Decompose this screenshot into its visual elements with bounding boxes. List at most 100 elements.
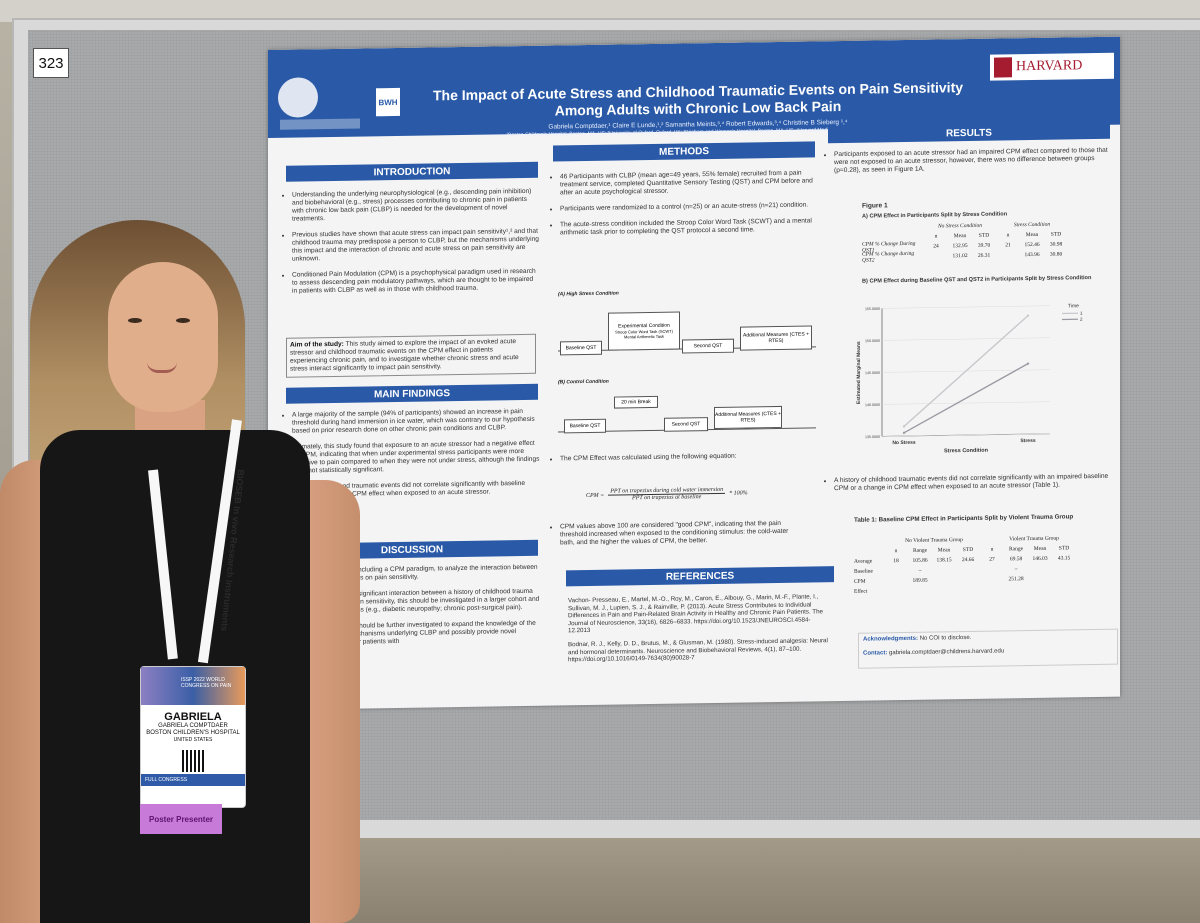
poster-presenter-ribbon: Poster Presenter (140, 804, 222, 834)
intro-bullet: Conditioned Pain Modulation (CPM) is a p… (292, 268, 540, 296)
flow-control-additional: Additional Measures (CTES + RTES) (714, 405, 782, 429)
flow-high-baseline: Baseline QST (560, 340, 602, 356)
table-cell: 26.31 (977, 252, 991, 259)
methods-bullet: Participants were randomized to a contro… (560, 201, 818, 213)
figure-a-table: No Stress Condition Stress Condition n M… (862, 219, 1068, 264)
acknowledgments: Acknowledgments: No COI to disclose. (863, 632, 1113, 644)
grid-line (882, 305, 1050, 309)
table-cell: 251.28 (1008, 576, 1024, 583)
row-label: CPM (854, 578, 866, 585)
introduction-heading: INTRODUCTION (286, 161, 538, 182)
chart-y-ticks: 155.0000 150.0000 145.0000 140.0000 135.0000 (865, 307, 880, 439)
footer-box: Acknowledgments: No COI to disclose. Con… (858, 628, 1118, 669)
table1-body: Average 18 105.86 138.15 24.66 27 69.58 146.03 4… (854, 553, 1084, 597)
col-header: Range (1008, 546, 1024, 553)
y-tick-label: 155.0000 (865, 307, 880, 311)
col-header: Mean (953, 233, 967, 240)
col-header: STD (978, 232, 990, 239)
y-tick-label: 135.0000 (865, 435, 880, 439)
col-header: STD (962, 546, 974, 554)
row-label: Average (854, 558, 873, 565)
table-cell: 69.58 (1009, 556, 1023, 563)
row-label: Effect (854, 588, 868, 595)
table-cell: 30.98 (1049, 241, 1063, 248)
table-cell: 43.15 (1057, 555, 1071, 562)
hospital-logo (278, 77, 318, 118)
contact-label: Contact: (863, 650, 888, 657)
poster-header: BWH The Impact of Acute Stress and Child… (268, 36, 1120, 138)
intro-bullet: Understanding the underlying neurophysio… (292, 188, 540, 224)
flow-control-baseline: Baseline QST (564, 418, 606, 434)
series-point (1026, 362, 1030, 365)
smile (147, 362, 177, 373)
col-header: n (894, 548, 898, 555)
equation-rhs: * 100% (729, 489, 748, 497)
col-header: n (990, 546, 994, 553)
qr-code-icon (182, 750, 204, 772)
grid-line (882, 337, 1050, 341)
board-number: 323 (33, 48, 69, 78)
flow-control-break: 20 min Break (614, 395, 658, 409)
left-eye (128, 318, 142, 323)
table-cell: 143.96 (1024, 251, 1040, 259)
x-tick-label: Stress (1020, 438, 1036, 444)
results-heading: RESULTS (828, 122, 1110, 144)
cpm-line-chart: 155.0000 150.0000 145.0000 140.0000 135.0000… (856, 303, 1083, 454)
figure-b-title: B) CPM Effect during Baseline QST and QS… (862, 275, 1092, 285)
table-cell: 131.02 (952, 253, 968, 260)
y-tick-label: 145.0000 (865, 371, 880, 375)
figure-label: Figure 1 (862, 202, 888, 210)
main-findings-heading: MAIN FINDINGS (286, 383, 538, 404)
col-header: Mean (1025, 231, 1039, 239)
aim-label: Aim of the study: (290, 340, 344, 349)
flow-high-second: Second QST (682, 338, 734, 354)
series-point (902, 425, 906, 428)
flow-high-experimental-detail: Stroop Color Word Task (SCWT) Mental Ari… (615, 328, 673, 340)
table-cell: 138.15 (936, 557, 952, 564)
series-line-1 (903, 315, 1029, 427)
x-tick-label: No Stress (892, 440, 916, 446)
table1-title: Table 1: Baseline CPM Effect in Particip… (854, 513, 1074, 524)
legend-title: Time (1068, 303, 1079, 309)
col-header: n (1006, 232, 1010, 239)
badge-name: GABRIELA (164, 711, 222, 723)
col-header: Mean (1033, 545, 1047, 552)
references-heading: REFERENCES (566, 566, 834, 587)
equation-intro: The CPM Effect was calculated using the … (550, 451, 818, 471)
poster-title: The Impact of Acute Stress and Childhood… (432, 79, 964, 119)
harvard-wordmark: HARVARD (1016, 58, 1083, 75)
table-cell: 132.95 (952, 243, 968, 250)
finding-bullet: Ultimately, this study found that exposu… (292, 440, 540, 476)
table-cell: – (918, 567, 922, 574)
table-cell: 30.80 (1049, 251, 1063, 258)
equation-lhs: CPM = (586, 492, 605, 499)
table-cell: 146.03 (1032, 555, 1048, 562)
aim-box: Aim of the study: This study aimed to ex… (286, 333, 536, 378)
results-bullet-1: Participants exposed to an acute stresso… (824, 147, 1112, 184)
table-row: CPM % Change during QST2 131.02 26.31 14… (862, 249, 1068, 264)
cpm-equation: CPM = PPT on trapezius during cold water… (586, 485, 816, 502)
badge-fullname: GABRIELA COMPTDAER (158, 723, 228, 729)
table-cell: 189.85 (912, 577, 928, 584)
group-header: Violent Trauma Group (1009, 535, 1059, 543)
table-cell: 24 (933, 243, 939, 250)
table-cell: – (1014, 566, 1018, 573)
group-header: No Stress Condition (937, 222, 983, 230)
right-eye (176, 318, 190, 323)
reference-item: Bodnar, R. J., Kelly, D. D., Brutus, M.,… (568, 637, 828, 664)
methods-text: 46 Participants with CLBP (mean age=49 y… (550, 169, 818, 245)
col-header: Mean (937, 547, 951, 554)
badge-header: ISSP 2022 WORLD CONGRESS ON PAIN (141, 667, 245, 705)
ceiling (0, 0, 1200, 22)
equation-fraction: PPT on trapezius during cold water immer… (608, 486, 726, 502)
badge-country: UNITED STATES (173, 737, 213, 743)
references-list: Vachon- Presseau, E., Martel, M.-O., Roy… (568, 593, 830, 664)
contact-email: gabriela.comptdaer@childrens.harvard.edu (889, 648, 1005, 657)
face (108, 262, 218, 412)
table-cell: 105.86 (912, 557, 928, 564)
badge-event: ISSP 2022 WORLD CONGRESS ON PAIN (181, 677, 232, 689)
chart-y-label: Estimated Marginal Means (856, 341, 862, 404)
intro-bullet: Previous studies have shown that acute s… (292, 228, 540, 264)
row-label: CPM % Change during QST2 (862, 250, 915, 264)
ack-label: Acknowledgments: (863, 635, 919, 643)
